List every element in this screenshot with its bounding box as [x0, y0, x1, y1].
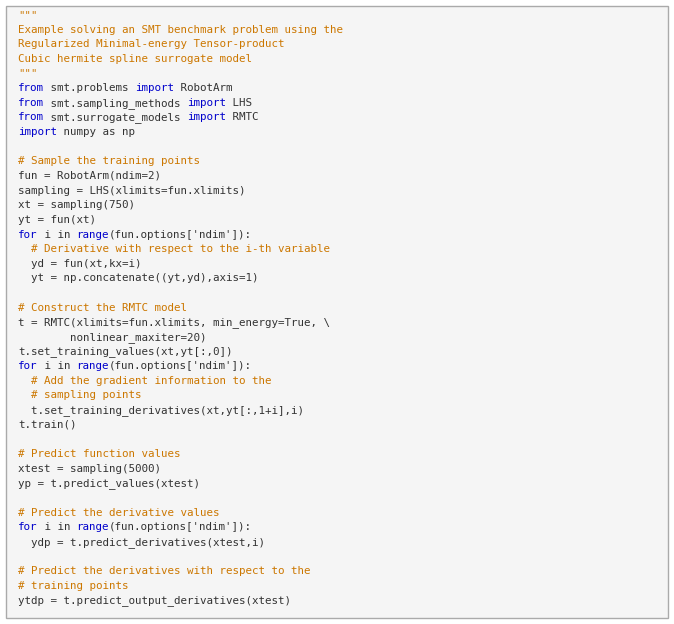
Text: for: for [18, 230, 38, 240]
Text: import: import [187, 98, 226, 108]
Text: # Sample the training points: # Sample the training points [18, 157, 200, 167]
Text: t.train(): t.train() [18, 420, 77, 430]
Text: yt = fun(xt): yt = fun(xt) [18, 215, 96, 225]
Text: fun = RobotArm(ndim=2): fun = RobotArm(ndim=2) [18, 171, 161, 181]
Text: for: for [18, 522, 38, 532]
Text: from: from [18, 98, 44, 108]
Text: RobotArm: RobotArm [174, 83, 233, 93]
Text: i in: i in [38, 230, 77, 240]
Text: Regularized Minimal-energy Tensor-product: Regularized Minimal-energy Tensor-produc… [18, 39, 284, 49]
Text: range: range [77, 522, 109, 532]
Text: smt.surrogate_models: smt.surrogate_models [44, 112, 187, 124]
Text: i in: i in [38, 522, 77, 532]
Text: Example solving an SMT benchmark problem using the: Example solving an SMT benchmark problem… [18, 24, 343, 35]
Text: smt.problems: smt.problems [44, 83, 135, 93]
Text: i in: i in [38, 361, 77, 371]
Text: yd = fun(xt,kx=i): yd = fun(xt,kx=i) [18, 259, 142, 269]
Text: (fun.options['ndim']):: (fun.options['ndim']): [109, 230, 252, 240]
Text: yt = np.concatenate((yt,yd),axis=1): yt = np.concatenate((yt,yd),axis=1) [18, 273, 259, 283]
Text: # Predict the derivatives with respect to the: # Predict the derivatives with respect t… [18, 566, 311, 576]
Text: # Construct the RMTC model: # Construct the RMTC model [18, 303, 187, 313]
Text: t = RMTC(xlimits=fun.xlimits, min_energy=True, \: t = RMTC(xlimits=fun.xlimits, min_energy… [18, 318, 330, 328]
Text: sampling = LHS(xlimits=fun.xlimits): sampling = LHS(xlimits=fun.xlimits) [18, 185, 245, 195]
Text: xt = sampling(750): xt = sampling(750) [18, 200, 135, 210]
Text: t.set_training_derivatives(xt,yt[:,1+i],i): t.set_training_derivatives(xt,yt[:,1+i],… [18, 405, 304, 416]
Text: # Derivative with respect to the i-th variable: # Derivative with respect to the i-th va… [18, 244, 330, 254]
Text: """: """ [18, 10, 38, 20]
Text: range: range [77, 361, 109, 371]
Text: from: from [18, 83, 44, 93]
Text: """: """ [18, 69, 38, 79]
Text: from: from [18, 112, 44, 122]
Text: # Predict the derivative values: # Predict the derivative values [18, 507, 220, 517]
Text: # Predict function values: # Predict function values [18, 449, 181, 459]
Text: # Add the gradient information to the: # Add the gradient information to the [18, 376, 272, 386]
Text: Cubic hermite spline surrogate model: Cubic hermite spline surrogate model [18, 54, 252, 64]
Text: import: import [187, 112, 226, 122]
Text: xtest = sampling(5000): xtest = sampling(5000) [18, 464, 161, 474]
Text: t.set_training_values(xt,yt[:,0]): t.set_training_values(xt,yt[:,0]) [18, 346, 233, 358]
Text: (fun.options['ndim']):: (fun.options['ndim']): [109, 522, 252, 532]
Text: ytdp = t.predict_output_derivatives(xtest): ytdp = t.predict_output_derivatives(xtes… [18, 595, 291, 607]
Text: LHS: LHS [226, 98, 252, 108]
Text: # training points: # training points [18, 581, 129, 591]
Text: import: import [135, 83, 174, 93]
Text: import: import [18, 127, 57, 137]
Text: for: for [18, 361, 38, 371]
Text: RMTC: RMTC [226, 112, 259, 122]
Text: yp = t.predict_values(xtest): yp = t.predict_values(xtest) [18, 478, 200, 489]
Text: # sampling points: # sampling points [18, 391, 142, 401]
Text: nonlinear_maxiter=20): nonlinear_maxiter=20) [18, 332, 206, 343]
Text: (fun.options['ndim']):: (fun.options['ndim']): [109, 361, 252, 371]
Text: ydp = t.predict_derivatives(xtest,i): ydp = t.predict_derivatives(xtest,i) [18, 537, 265, 548]
Text: numpy as np: numpy as np [57, 127, 135, 137]
Text: smt.sampling_methods: smt.sampling_methods [44, 98, 187, 109]
Text: range: range [77, 230, 109, 240]
